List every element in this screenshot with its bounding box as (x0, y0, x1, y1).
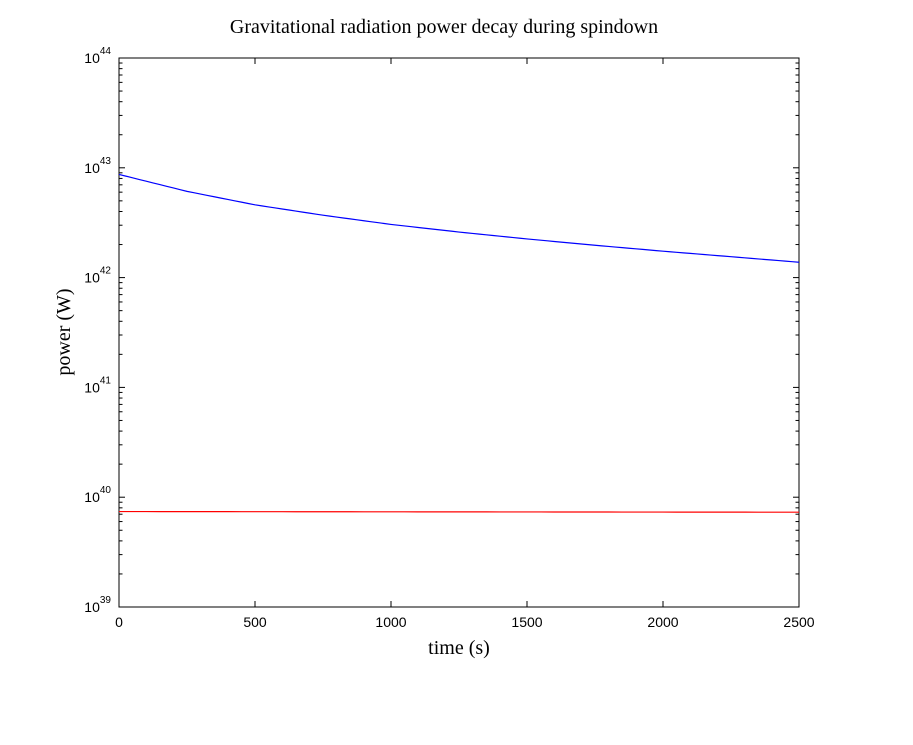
y-tick-label: 1044 (84, 46, 111, 66)
minor-ticks (119, 62, 799, 575)
y-axis-label: power (W) (53, 288, 75, 375)
x-tick-label: 1500 (511, 614, 542, 630)
y-tick-label: 1042 (84, 266, 111, 286)
major-ticks (118, 57, 800, 608)
y-tick-label: 1039 (84, 595, 111, 615)
x-axis-label: time (s) (428, 637, 490, 659)
series-line-2 (118, 510, 800, 513)
y-tick-label: 1040 (84, 485, 111, 505)
x-tick-label: 0 (115, 614, 123, 630)
chart-title: Gravitational radiation power decay duri… (230, 16, 658, 38)
x-tick-label: 2500 (783, 614, 814, 630)
plot-area (118, 57, 800, 608)
y-tick-label: 1043 (84, 156, 111, 176)
x-tick-labels: 0 500 1000 1500 2000 2500 (115, 614, 815, 630)
x-tick-label: 500 (243, 614, 267, 630)
y-tick-labels: 1039 1040 1041 1042 1043 1044 (84, 46, 111, 615)
series-line-1 (118, 173, 800, 263)
y-tick-label: 1041 (84, 375, 111, 395)
x-tick-label: 1000 (375, 614, 406, 630)
x-tick-label: 2000 (647, 614, 678, 630)
series-group (118, 173, 800, 513)
